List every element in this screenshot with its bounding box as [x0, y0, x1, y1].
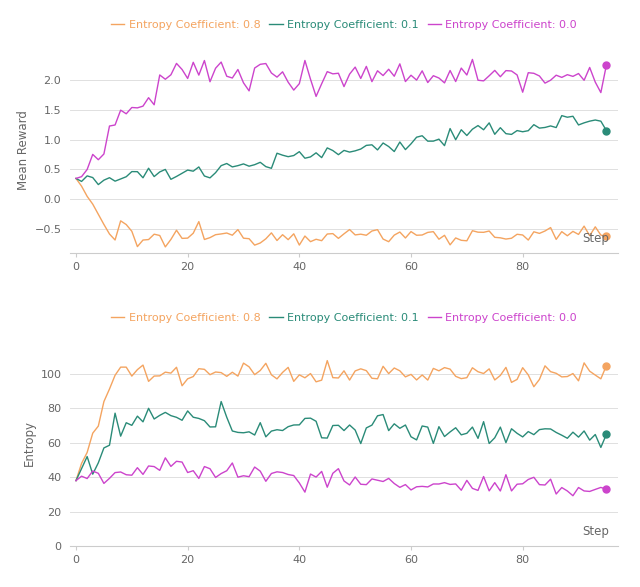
Entropy Coefficient: 0.1: (0, 38): 0.1: (0, 38)	[72, 477, 80, 484]
Entropy Coefficient: 0.0: (28, 48.3): 0.0: (28, 48.3)	[228, 460, 236, 467]
Entropy Coefficient: 0.8: (88, 98.6): 0.8: (88, 98.6)	[563, 373, 571, 380]
Entropy Coefficient: 0.1: (14, 0.381): 0.1: (14, 0.381)	[150, 173, 158, 180]
Entropy Coefficient: 0.1: (87, 1.4): 0.1: (87, 1.4)	[558, 112, 566, 119]
Entropy Coefficient: 0.0: (49, 35.5): 0.0: (49, 35.5)	[346, 481, 353, 488]
Text: Step: Step	[582, 232, 609, 245]
Entropy Coefficient: 0.1: (52, 0.903): 0.1: (52, 0.903)	[362, 142, 370, 149]
Entropy Coefficient: 0.0: (95, 33): 0.0: (95, 33)	[603, 485, 611, 492]
Entropy Coefficient: 0.8: (45, 108): 0.8: (45, 108)	[323, 357, 331, 364]
Line: Entropy Coefficient: 0.1: Entropy Coefficient: 0.1	[76, 402, 607, 481]
Entropy Coefficient: 0.1: (52, 68.7): 0.1: (52, 68.7)	[362, 424, 370, 431]
Entropy Coefficient: 0.0: (48, 1.89): 0.0: (48, 1.89)	[340, 83, 348, 90]
Entropy Coefficient: 0.8: (88, -0.609): 0.8: (88, -0.609)	[563, 232, 571, 239]
Entropy Coefficient: 0.1: (49, 0.791): 0.1: (49, 0.791)	[346, 149, 353, 156]
Entropy Coefficient: 0.0: (71, 2.34): 0.0: (71, 2.34)	[468, 56, 476, 63]
Entropy Coefficient: 0.8: (16, -0.796): 0.8: (16, -0.796)	[161, 244, 169, 251]
Entropy Coefficient: 0.1: (26, 84): 0.1: (26, 84)	[218, 398, 225, 405]
Entropy Coefficient: 0.0: (95, 2.25): 0.0: (95, 2.25)	[603, 62, 611, 69]
Entropy Coefficient: 0.8: (28, -0.6): 0.8: (28, -0.6)	[228, 232, 236, 239]
Entropy Coefficient: 0.0: (13, 46.5): 0.0: (13, 46.5)	[145, 463, 152, 470]
Entropy Coefficient: 0.8: (49, 96.5): 0.8: (49, 96.5)	[346, 376, 353, 383]
Entropy Coefficient: 0.8: (95, 105): 0.8: (95, 105)	[603, 362, 611, 369]
Entropy Coefficient: 0.1: (89, 1.39): 0.1: (89, 1.39)	[569, 113, 577, 120]
Entropy Coefficient: 0.8: (49, -0.506): 0.8: (49, -0.506)	[346, 226, 353, 233]
Entropy Coefficient: 0.1: (4, 0.247): 0.1: (4, 0.247)	[95, 181, 102, 188]
Entropy Coefficient: 0.0: (13, 1.7): 0.0: (13, 1.7)	[145, 94, 152, 101]
Entropy Coefficient: 0.8: (13, 95.8): 0.8: (13, 95.8)	[145, 378, 152, 385]
Entropy Coefficient: 0.8: (52, -0.601): 0.8: (52, -0.601)	[362, 232, 370, 239]
Line: Entropy Coefficient: 0.0: Entropy Coefficient: 0.0	[76, 59, 607, 178]
Entropy Coefficient: 0.8: (52, 102): 0.8: (52, 102)	[362, 367, 370, 374]
Entropy Coefficient: 0.8: (27, 98.7): 0.8: (27, 98.7)	[223, 373, 230, 380]
Entropy Coefficient: 0.1: (28, 66.9): 0.1: (28, 66.9)	[228, 427, 236, 434]
Entropy Coefficient: 0.1: (42, 0.71): 0.1: (42, 0.71)	[307, 153, 314, 160]
Y-axis label: Entropy: Entropy	[23, 420, 36, 466]
Entropy Coefficient: 0.0: (42, 41.8): 0.0: (42, 41.8)	[307, 471, 314, 478]
Entropy Coefficient: 0.0: (41, 2.32): 0.0: (41, 2.32)	[301, 57, 308, 64]
Entropy Coefficient: 0.8: (95, -0.62): 0.8: (95, -0.62)	[603, 233, 611, 240]
Entropy Coefficient: 0.0: (16, 51.3): 0.0: (16, 51.3)	[161, 454, 169, 461]
Text: Step: Step	[582, 525, 609, 538]
Entropy Coefficient: 0.1: (95, 65): 0.1: (95, 65)	[603, 431, 611, 438]
Entropy Coefficient: 0.1: (0, 0.35): 0.1: (0, 0.35)	[72, 175, 80, 182]
Entropy Coefficient: 0.0: (88, 2.09): 0.0: (88, 2.09)	[563, 71, 571, 78]
Entropy Coefficient: 0.8: (0, 0.35): 0.8: (0, 0.35)	[72, 175, 80, 182]
Entropy Coefficient: 0.1: (95, 1.15): 0.1: (95, 1.15)	[603, 127, 611, 134]
Entropy Coefficient: 0.0: (52, 35.7): 0.0: (52, 35.7)	[362, 481, 370, 488]
Line: Entropy Coefficient: 0.8: Entropy Coefficient: 0.8	[76, 360, 607, 481]
Entropy Coefficient: 0.1: (49, 70.4): 0.1: (49, 70.4)	[346, 421, 353, 429]
Line: Entropy Coefficient: 0.8: Entropy Coefficient: 0.8	[76, 178, 607, 247]
Legend: Entropy Coefficient: 0.8, Entropy Coefficient: 0.1, Entropy Coefficient: 0.0: Entropy Coefficient: 0.8, Entropy Coeffi…	[106, 308, 582, 327]
Entropy Coefficient: 0.0: (27, 2.06): 0.0: (27, 2.06)	[223, 73, 230, 80]
Line: Entropy Coefficient: 0.1: Entropy Coefficient: 0.1	[76, 116, 607, 184]
Y-axis label: Mean Reward: Mean Reward	[17, 110, 30, 190]
Entropy Coefficient: 0.0: (89, 29.2): 0.0: (89, 29.2)	[569, 492, 577, 500]
Entropy Coefficient: 0.1: (28, 0.543): 0.1: (28, 0.543)	[228, 163, 236, 170]
Entropy Coefficient: 0.0: (0, 38): 0.0: (0, 38)	[72, 477, 80, 484]
Entropy Coefficient: 0.0: (51, 2.02): 0.0: (51, 2.02)	[357, 75, 365, 82]
Entropy Coefficient: 0.8: (13, -0.673): 0.8: (13, -0.673)	[145, 236, 152, 243]
Legend: Entropy Coefficient: 0.8, Entropy Coefficient: 0.1, Entropy Coefficient: 0.0: Entropy Coefficient: 0.8, Entropy Coeffi…	[106, 15, 582, 34]
Entropy Coefficient: 0.1: (42, 74.4): 0.1: (42, 74.4)	[307, 414, 314, 421]
Entropy Coefficient: 0.8: (0, 38): 0.8: (0, 38)	[72, 477, 80, 484]
Line: Entropy Coefficient: 0.0: Entropy Coefficient: 0.0	[76, 458, 607, 496]
Entropy Coefficient: 0.0: (88, 32): 0.0: (88, 32)	[563, 487, 571, 494]
Entropy Coefficient: 0.1: (13, 80.1): 0.1: (13, 80.1)	[145, 405, 152, 412]
Entropy Coefficient: 0.0: (0, 0.35): 0.0: (0, 0.35)	[72, 175, 80, 182]
Entropy Coefficient: 0.8: (41, 97.9): 0.8: (41, 97.9)	[301, 375, 308, 382]
Entropy Coefficient: 0.8: (42, -0.708): 0.8: (42, -0.708)	[307, 238, 314, 245]
Entropy Coefficient: 0.1: (88, 62.6): 0.1: (88, 62.6)	[563, 435, 571, 442]
